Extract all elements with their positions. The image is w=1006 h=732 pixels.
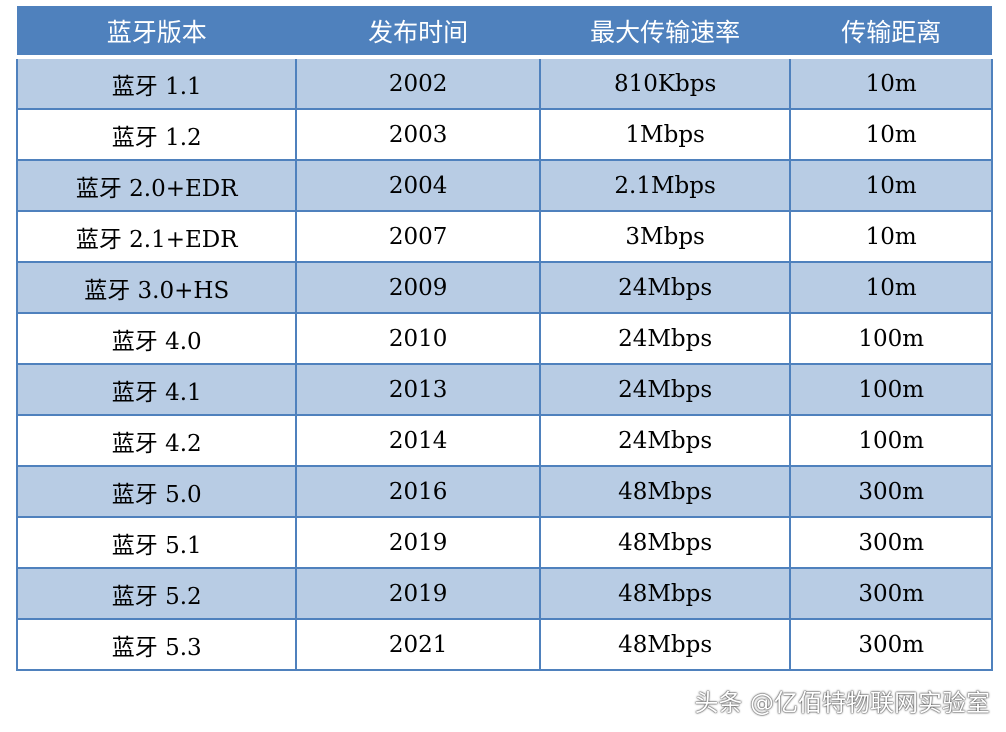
table-row: 蓝牙 4.0 2010 24Mbps 100m	[15, 313, 993, 365]
cell-release-year: 2010	[295, 313, 541, 365]
cell-version: 蓝牙 5.1	[15, 517, 298, 569]
cell-release-year: 2019	[295, 568, 541, 620]
cell-range: 100m	[789, 313, 993, 365]
cell-version: 蓝牙 4.1	[15, 364, 298, 416]
header-range: 传输距离	[790, 6, 992, 59]
cell-version: 蓝牙 2.1+EDR	[15, 211, 298, 263]
cell-version: 蓝牙 5.2	[15, 568, 298, 620]
cell-release-year: 2007	[295, 211, 541, 263]
table-row: 蓝牙 5.0 2016 48Mbps 300m	[15, 466, 993, 518]
watermark: 头条 @亿佰特物联网实验室	[694, 689, 990, 717]
header-release-year: 发布时间	[296, 6, 540, 59]
cell-version: 蓝牙 1.1	[15, 57, 298, 110]
cell-version: 蓝牙 5.0	[15, 466, 298, 518]
cell-max-rate: 48Mbps	[538, 517, 792, 569]
table-row: 蓝牙 5.2 2019 48Mbps 300m	[15, 568, 993, 620]
table-row: 蓝牙 4.1 2013 24Mbps 100m	[15, 364, 993, 416]
table-row: 蓝牙 2.1+EDR 2007 3Mbps 10m	[15, 211, 993, 263]
cell-max-rate: 24Mbps	[538, 415, 792, 467]
header-max-rate: 最大传输速率	[539, 6, 791, 59]
table-row: 蓝牙 2.0+EDR 2004 2.1Mbps 10m	[15, 160, 993, 212]
cell-range: 300m	[789, 619, 993, 671]
cell-version: 蓝牙 2.0+EDR	[15, 160, 298, 212]
cell-max-rate: 24Mbps	[538, 364, 792, 416]
cell-release-year: 2004	[295, 160, 541, 212]
cell-range: 10m	[789, 262, 993, 314]
table-row: 蓝牙 1.2 2003 1Mbps 10m	[15, 109, 993, 161]
cell-release-year: 2009	[295, 262, 541, 314]
cell-range: 10m	[789, 211, 993, 263]
table-row: 蓝牙 5.3 2021 48Mbps 300m	[15, 619, 993, 671]
cell-version: 蓝牙 4.2	[15, 415, 298, 467]
cell-release-year: 2013	[295, 364, 541, 416]
cell-max-rate: 48Mbps	[538, 568, 792, 620]
cell-range: 300m	[789, 517, 993, 569]
cell-max-rate: 3Mbps	[538, 211, 792, 263]
table-row: 蓝牙 3.0+HS 2009 24Mbps 10m	[15, 262, 993, 314]
cell-range: 10m	[789, 57, 993, 110]
cell-max-rate: 48Mbps	[538, 466, 792, 518]
cell-range: 10m	[789, 160, 993, 212]
cell-release-year: 2014	[295, 415, 541, 467]
cell-version: 蓝牙 4.0	[15, 313, 298, 365]
cell-release-year: 2003	[295, 109, 541, 161]
cell-version: 蓝牙 1.2	[15, 109, 298, 161]
cell-max-rate: 24Mbps	[538, 262, 792, 314]
cell-range: 300m	[789, 466, 993, 518]
cell-release-year: 2019	[295, 517, 541, 569]
cell-max-rate: 2.1Mbps	[538, 160, 792, 212]
cell-range: 10m	[789, 109, 993, 161]
cell-max-rate: 24Mbps	[538, 313, 792, 365]
cell-range: 300m	[789, 568, 993, 620]
cell-release-year: 2021	[295, 619, 541, 671]
table-row: 蓝牙 4.2 2014 24Mbps 100m	[15, 415, 993, 467]
header-row: 蓝牙版本 发布时间 最大传输速率 传输距离	[17, 6, 992, 59]
table-row: 蓝牙 5.1 2019 48Mbps 300m	[15, 517, 993, 569]
bluetooth-versions-table: 蓝牙版本 发布时间 最大传输速率 传输距离 蓝牙 1.1 2002 810Kbps 1…	[15, 6, 993, 671]
cell-range: 100m	[789, 364, 993, 416]
cell-version: 蓝牙 5.3	[15, 619, 298, 671]
cell-version: 蓝牙 3.0+HS	[15, 262, 298, 314]
cell-max-rate: 1Mbps	[538, 109, 792, 161]
cell-max-rate: 48Mbps	[538, 619, 792, 671]
header-version: 蓝牙版本	[17, 6, 297, 59]
cell-max-rate: 810Kbps	[538, 57, 792, 110]
cell-release-year: 2002	[295, 57, 541, 110]
table-row: 蓝牙 1.1 2002 810Kbps 10m	[15, 57, 993, 110]
cell-range: 100m	[789, 415, 993, 467]
cell-release-year: 2016	[295, 466, 541, 518]
